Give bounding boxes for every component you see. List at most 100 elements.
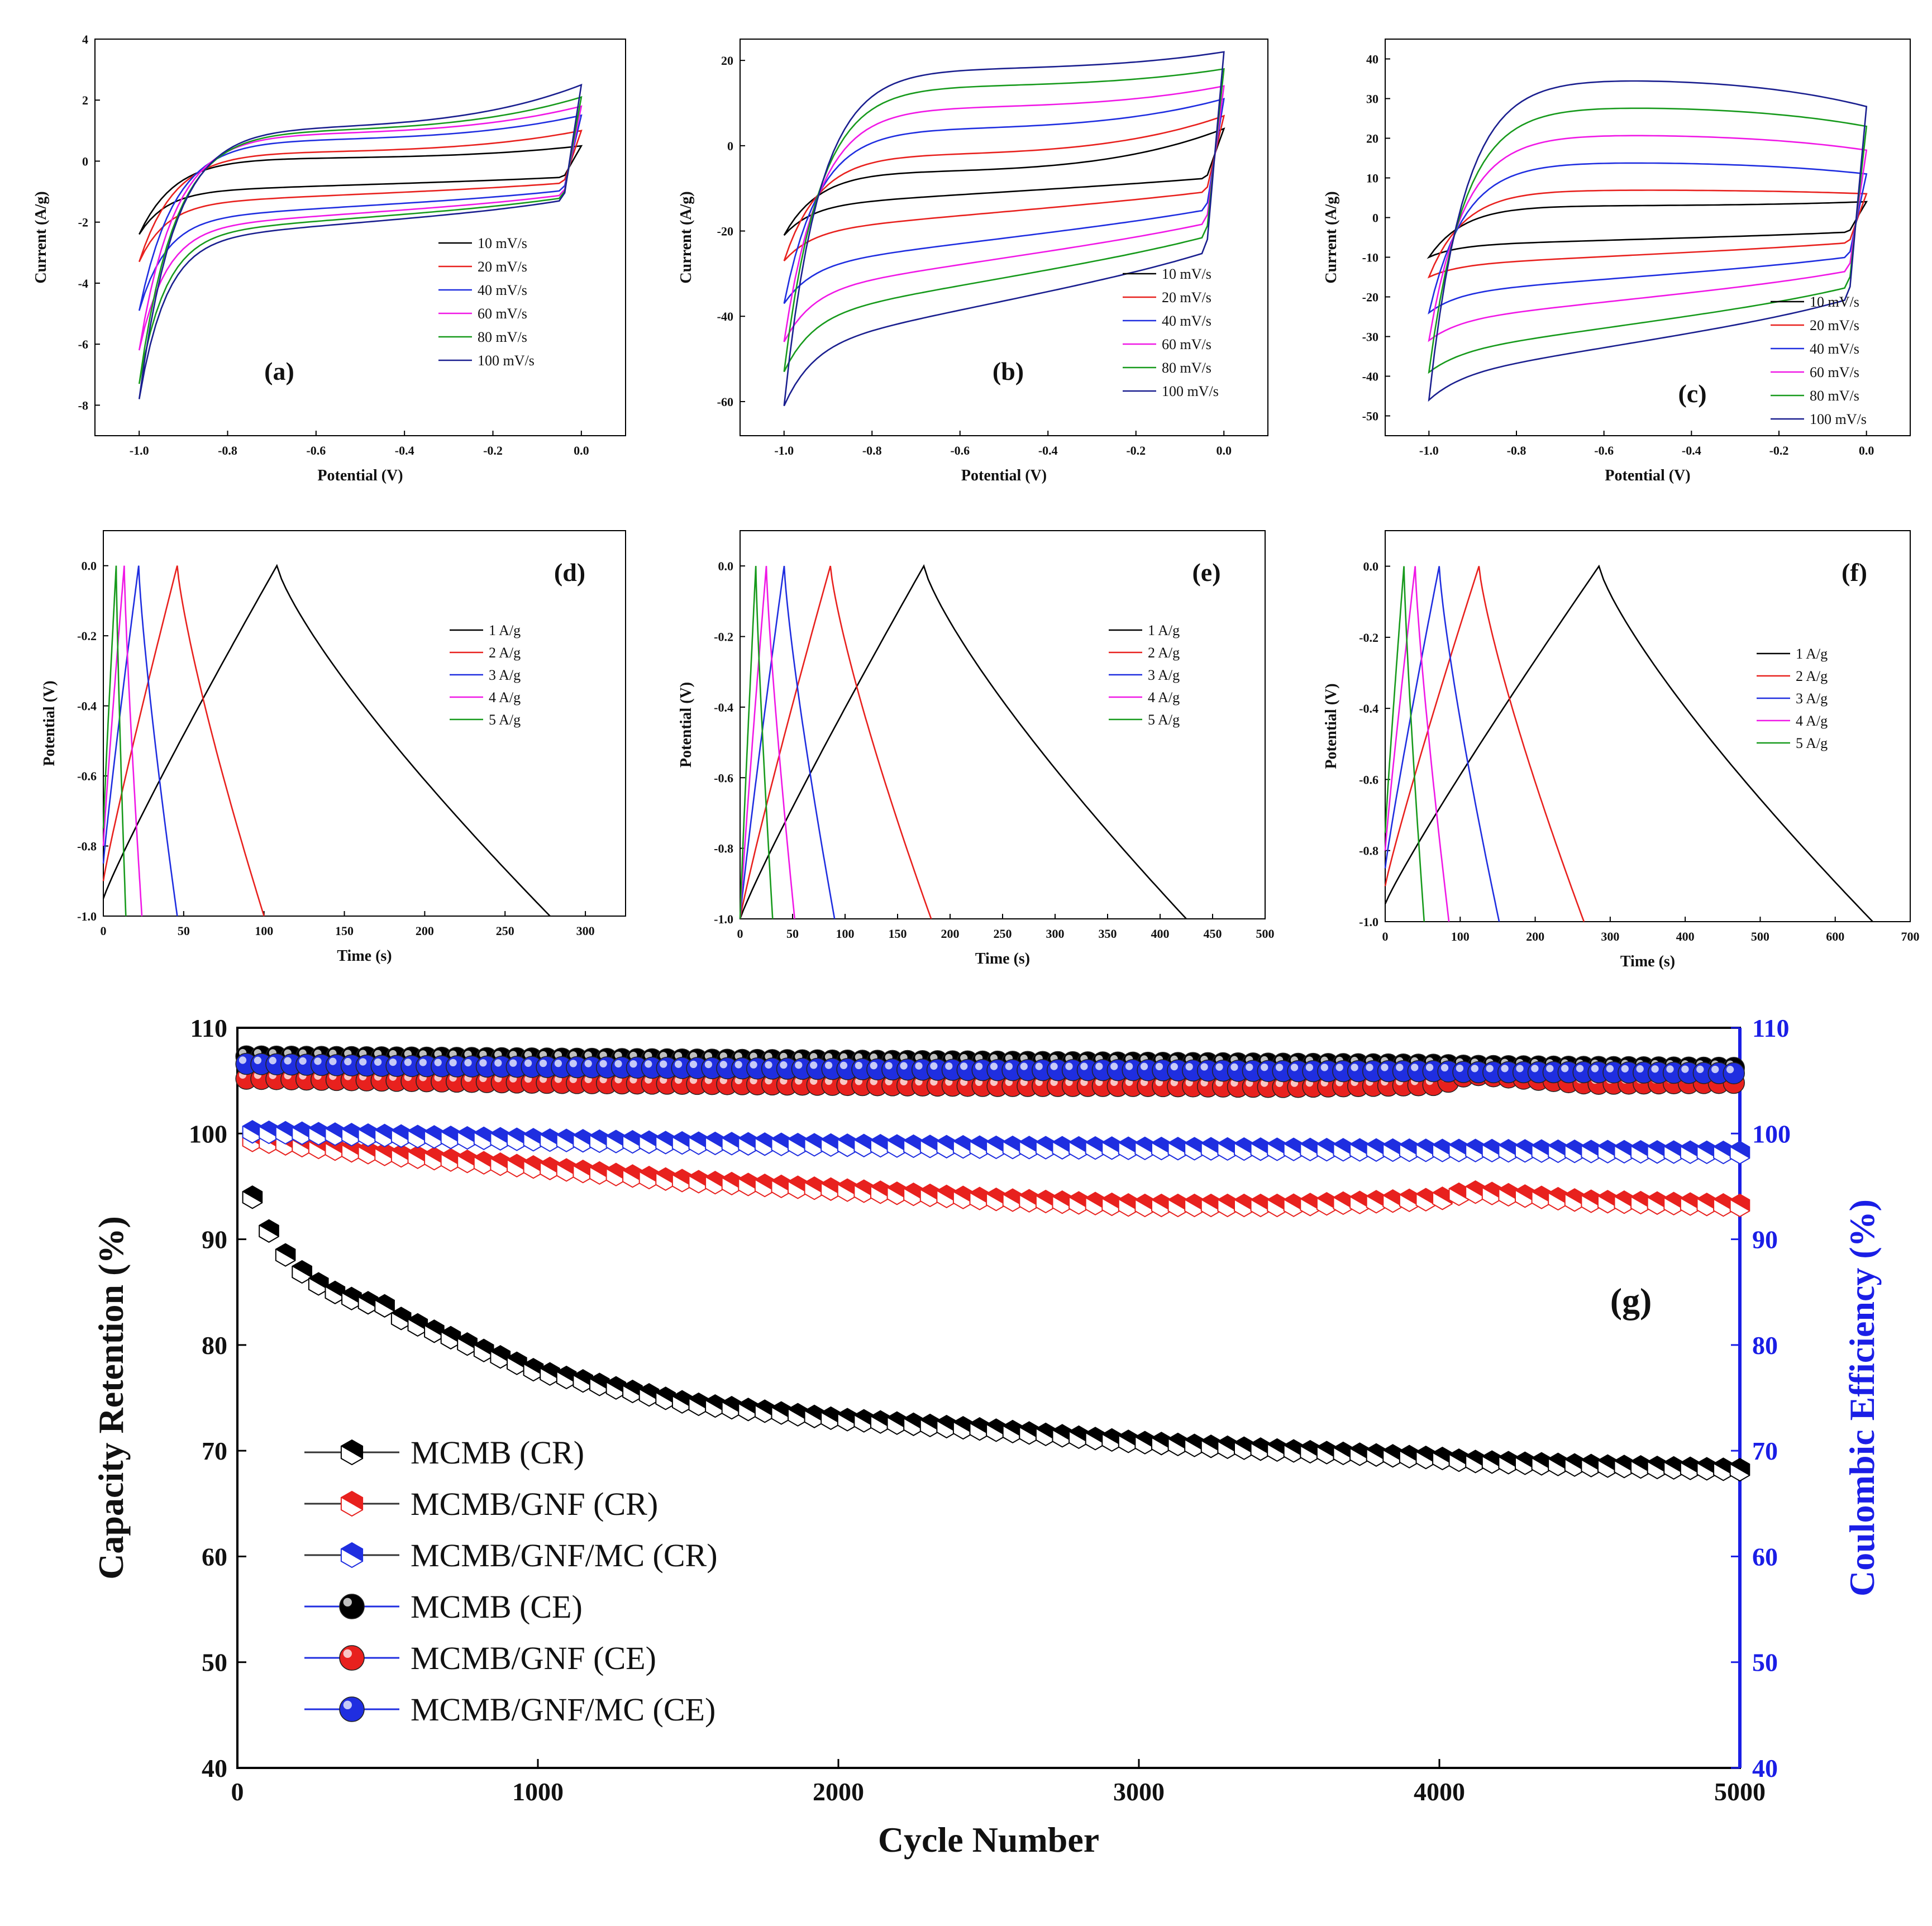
legend-label: 100 mV/s	[478, 352, 535, 369]
sphere-highlight	[374, 1058, 382, 1066]
legend-entry: 60 mV/s	[1771, 364, 1859, 380]
sphere-highlight	[750, 1061, 757, 1069]
hexagon-marker-fill	[671, 1390, 693, 1408]
y-axis-label: Potential (V)	[678, 682, 695, 767]
sphere-highlight	[1335, 1064, 1343, 1071]
legend-entry: 1 A/g	[450, 622, 521, 638]
sphere-highlight	[1095, 1062, 1103, 1070]
panel-d: 0 50 100 150 200 250 300 -1.0 -0.8 -0.6 -0.4 -0.2 0.…	[41, 530, 626, 965]
legend-label: 20 mV/s	[478, 259, 527, 275]
series-mcmb-gnf-mc-cr-	[242, 1120, 1750, 1165]
legend-label: MCMB (CR)	[411, 1434, 584, 1471]
x-tick-label: -0.4	[1682, 444, 1701, 457]
sphere-highlight	[1261, 1064, 1268, 1071]
sphere-highlight	[1681, 1065, 1689, 1073]
sphere-highlight	[343, 1700, 352, 1709]
legend-entry: 5 A/g	[1757, 735, 1828, 751]
x-tick-label: 150	[335, 924, 354, 938]
y-tick-label: 100	[189, 1119, 227, 1148]
sphere-highlight	[810, 1061, 818, 1069]
gcd-curve	[1384, 566, 1500, 922]
sphere-highlight	[1005, 1062, 1013, 1070]
x-tick-label: 350	[1099, 927, 1117, 941]
legend-entry: 40 mV/s	[438, 282, 527, 298]
legend-entry: 20 mV/s	[1771, 317, 1859, 333]
panel-label: (a)	[264, 357, 294, 385]
legend-label: 10 mV/s	[478, 235, 527, 251]
x-tick-label: 50	[786, 927, 799, 941]
sphere-highlight	[494, 1059, 502, 1067]
sphere-highlight	[1486, 1065, 1494, 1072]
y-tick-label: 0	[727, 139, 733, 153]
sphere-highlight	[1185, 1063, 1193, 1071]
sphere-highlight	[1125, 1062, 1133, 1070]
legend-entry: 2 A/g	[1109, 645, 1180, 661]
sphere-highlight	[1140, 1062, 1148, 1070]
sphere-highlight	[1215, 1063, 1223, 1071]
x-tick-label: 400	[1151, 927, 1170, 941]
panel-label: (c)	[1678, 379, 1706, 408]
y-tick-label: 80	[202, 1331, 227, 1360]
y-tick-label: 0	[82, 154, 88, 168]
sphere-highlight	[1651, 1065, 1659, 1073]
legend-entry: 3 A/g	[1757, 690, 1828, 707]
y-tick-label: -0.4	[714, 700, 733, 714]
plot-frame	[1385, 530, 1911, 922]
y2-tick-label: 60	[1752, 1542, 1778, 1571]
y-axis-label: Potential (V)	[41, 680, 58, 766]
sphere-highlight	[930, 1062, 938, 1070]
panel-b: -1.0 -0.8 -0.6 -0.4 -0.2 0.0 -60 -40 -20 0 20 Poten…	[678, 39, 1268, 484]
sphere-highlight	[855, 1061, 863, 1070]
y-tick-label: -4	[78, 276, 88, 290]
hexagon-marker-fill	[340, 1439, 363, 1459]
legend-entry: 40 mV/s	[1771, 341, 1859, 357]
cv-curve	[783, 98, 1225, 304]
cv-curve	[138, 83, 583, 399]
legend-entry: MCMB/GNF (CE)	[304, 1640, 656, 1676]
sphere-highlight	[645, 1060, 652, 1068]
sphere-highlight	[359, 1058, 367, 1066]
panel-e: 0 50 100 150 200 250 300 350 400 450 500 -1.0 -0.8 -0…	[678, 530, 1275, 967]
legend-label: 4 A/g	[489, 689, 521, 705]
x-tick-label: 50	[178, 924, 190, 938]
x-axis-label: Cycle Number	[878, 1820, 1099, 1860]
y-axis-label: Current (A/g)	[678, 191, 695, 283]
gcd-curve	[739, 566, 836, 919]
x-tick-label: -1.0	[1419, 444, 1439, 457]
y-tick-label: -6	[78, 337, 88, 351]
legend-label: 1 A/g	[489, 622, 521, 638]
gcd-curve	[102, 565, 143, 917]
sphere-highlight	[1516, 1065, 1524, 1072]
sphere-highlight	[599, 1060, 607, 1067]
sphere-highlight	[284, 1057, 292, 1065]
legend-entry: 2 A/g	[450, 645, 521, 661]
sphere-highlight	[238, 1056, 247, 1064]
sphere-highlight	[1290, 1064, 1299, 1071]
y-tick-label: 40	[202, 1754, 227, 1782]
cv-curve	[783, 85, 1225, 342]
panel-label: (f)	[1842, 558, 1867, 587]
y-tick-label: -0.2	[1359, 631, 1378, 645]
sphere-highlight	[689, 1060, 698, 1069]
plot-frame	[1385, 39, 1911, 436]
y-axis-label: Capacity Retention (%)	[91, 1216, 131, 1580]
y-tick-label: -30	[1362, 330, 1378, 344]
sphere-highlight	[269, 1057, 276, 1065]
y2-axis-label: Coulombic Efficiency (%)	[1842, 1199, 1882, 1596]
sphere-highlight	[1531, 1065, 1539, 1072]
sphere-highlight	[1561, 1065, 1569, 1072]
legend-entry: MCMB/GNF (CR)	[304, 1486, 658, 1522]
plot-frame	[94, 39, 626, 436]
sphere-highlight	[1606, 1065, 1614, 1072]
legend-entry: 20 mV/s	[438, 259, 527, 275]
y-tick-label: -1.0	[714, 912, 733, 926]
y-tick-label: -20	[1362, 290, 1378, 304]
x-tick-label: -0.2	[1769, 444, 1789, 457]
legend-label: MCMB/GNF (CR)	[411, 1486, 658, 1522]
x-tick-label: -0.2	[483, 444, 503, 457]
x-tick-label: 200	[1526, 929, 1544, 943]
sphere-highlight	[1080, 1062, 1088, 1070]
sphere-marker	[1723, 1062, 1745, 1085]
sphere-highlight	[719, 1061, 727, 1069]
sphere-highlight	[1440, 1064, 1449, 1072]
